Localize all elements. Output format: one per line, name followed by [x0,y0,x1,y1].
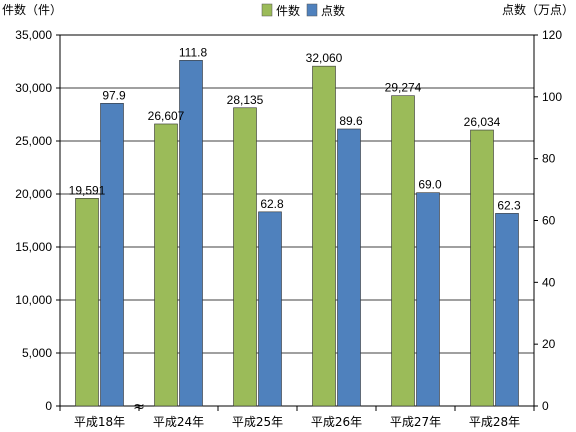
category-label: 平成18年 [74,415,125,429]
right-tick-label: 0 [542,399,549,413]
category-label: 平成28年 [469,415,520,429]
bar-count [75,198,99,407]
legend: 件数 点数 [261,3,345,18]
right-tick-label: 60 [542,214,556,228]
bar-points [495,213,519,407]
category-label: 平成24年 [153,415,204,429]
left-axis-title: 件数（件） [2,2,62,17]
left-tick-label: 15,000 [15,240,52,254]
axis-break-symbol: ≈ [133,399,145,415]
data-label-points: 69.0 [418,178,442,192]
data-label-count: 32,060 [306,51,343,65]
data-label-count: 26,607 [148,109,185,123]
bars [75,60,519,407]
right-tick-label: 20 [542,337,556,351]
data-label-points: 89.6 [339,114,363,128]
bar-count [233,107,257,407]
data-label-points: 97.9 [102,88,126,102]
left-tick-label: 30,000 [15,81,52,95]
bar-count [312,65,336,407]
left-tick-label: 20,000 [15,187,52,201]
plot-area [59,34,535,407]
legend-label-count: 件数 [276,3,300,18]
left-tick-label: 0 [45,399,52,413]
bar-points [100,103,124,407]
data-label-count: 28,135 [227,93,264,107]
category-label: 平成26年 [311,415,362,429]
data-label-points: 62.8 [260,197,284,211]
data-label-points: 111.8 [179,45,208,59]
right-axis-title: 点数（万点） [502,2,574,17]
right-tick-label: 40 [542,275,556,289]
bar-points [179,60,203,407]
legend-swatch-count [261,3,273,17]
legend-label-points: 点数 [321,3,345,18]
category-label: 平成25年 [232,415,283,429]
left-tick-label: 5,000 [22,346,52,360]
right-tick-label: 120 [542,28,562,42]
data-label-count: 29,274 [385,81,422,95]
legend-swatch-points [306,3,318,17]
bar-points [416,192,440,407]
left-tick-label: 10,000 [15,293,52,307]
left-tick-label: 35,000 [15,28,52,42]
bar-points [337,128,361,407]
right-tick-label: 100 [542,90,562,104]
category-labels: 平成18年 平成24年 平成25年 平成26年 平成27年 平成28年 [59,406,535,429]
left-tick-label: 25,000 [15,134,52,148]
bar-count [470,129,494,407]
data-label-points: 62.3 [497,198,521,212]
gridlines [60,87,534,354]
right-axis-ticks: 0 20 40 60 80 100 120 [534,28,562,413]
data-labels: 19,591 97.9 26,607 111.8 28,135 62.8 32,060 89.… [69,45,521,212]
category-label: 平成27年 [390,415,441,429]
data-label-count: 19,591 [69,183,106,197]
bar-count [391,95,415,407]
bar-count [154,123,178,407]
bar-points [258,211,282,407]
right-tick-label: 80 [542,152,556,166]
data-label-count: 26,034 [464,115,501,129]
left-axis-ticks: 0 5,000 10,000 15,000 20,000 25,000 30,000 35,0… [15,28,60,413]
